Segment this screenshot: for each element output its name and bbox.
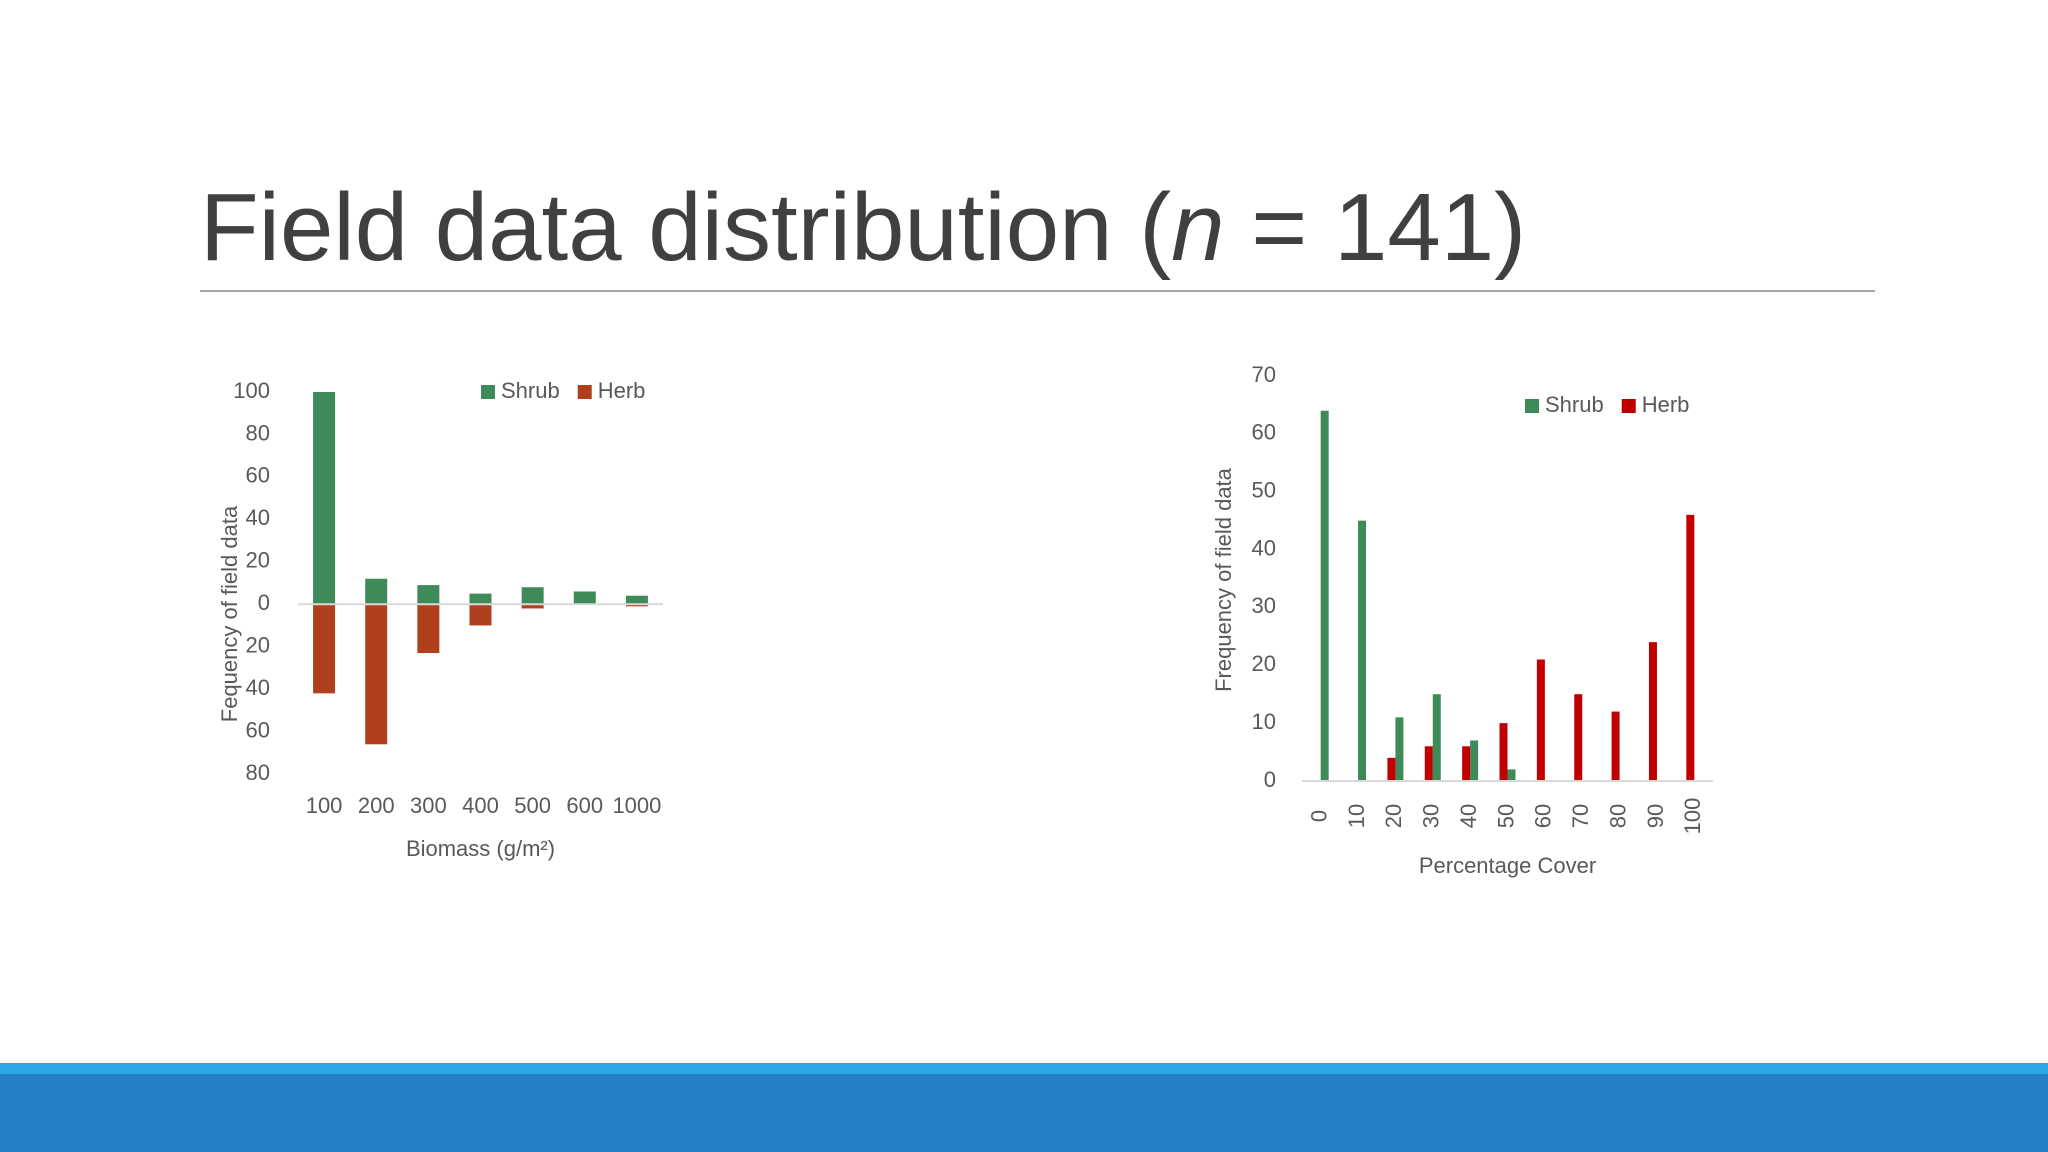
legend-swatch bbox=[481, 385, 495, 399]
x-tick-label: 10 bbox=[1344, 804, 1369, 828]
title-part: n bbox=[1171, 174, 1224, 281]
bar bbox=[365, 578, 388, 605]
bar bbox=[521, 604, 544, 609]
y-tick-label: 50 bbox=[1252, 478, 1276, 503]
bar bbox=[1507, 769, 1516, 781]
legend-label: Herb bbox=[598, 378, 646, 403]
x-tick-label: 300 bbox=[410, 793, 447, 818]
bar bbox=[1387, 757, 1396, 781]
footer-stripe bbox=[0, 1063, 2048, 1074]
y-tick-label: 0 bbox=[258, 590, 270, 615]
y-tick-label: 0 bbox=[1264, 767, 1276, 792]
x-tick-label: 90 bbox=[1643, 804, 1668, 828]
y-tick-label: 40 bbox=[1252, 535, 1276, 560]
x-axis-title: Biomass (g/m²) bbox=[406, 836, 555, 861]
x-tick-label: 40 bbox=[1456, 804, 1481, 828]
bar bbox=[417, 604, 440, 654]
y-tick-label: 70 bbox=[1252, 362, 1276, 387]
bar bbox=[1686, 514, 1695, 781]
y-axis-title: Fequency of field data bbox=[217, 505, 242, 722]
bar bbox=[1424, 746, 1433, 781]
bar bbox=[1358, 520, 1367, 781]
y-tick-label: 80 bbox=[246, 420, 270, 445]
y-tick-label: 20 bbox=[246, 548, 270, 573]
slide-title: Field data distribution (n = 141) bbox=[200, 174, 1526, 281]
bar bbox=[1611, 711, 1620, 781]
bar bbox=[625, 595, 648, 605]
bar bbox=[1536, 659, 1545, 781]
x-tick-label: 200 bbox=[358, 793, 395, 818]
bar bbox=[417, 585, 440, 605]
y-tick-label: 40 bbox=[246, 505, 270, 530]
x-tick-label: 400 bbox=[462, 793, 499, 818]
bar bbox=[625, 604, 648, 607]
bar bbox=[1432, 694, 1441, 781]
x-tick-label: 80 bbox=[1605, 804, 1630, 828]
y-tick-label: 30 bbox=[1252, 593, 1276, 618]
bar bbox=[365, 604, 388, 745]
bar bbox=[1470, 740, 1479, 781]
legend-swatch bbox=[577, 385, 592, 399]
y-tick-label: 20 bbox=[246, 632, 270, 657]
bar bbox=[573, 591, 596, 605]
bar bbox=[313, 392, 336, 605]
x-tick-label: 50 bbox=[1493, 804, 1518, 828]
x-tick-label: 1000 bbox=[612, 793, 661, 818]
y-tick-label: 60 bbox=[246, 463, 270, 488]
bar bbox=[1462, 746, 1471, 781]
x-tick-label: 100 bbox=[306, 793, 343, 818]
bar bbox=[1499, 723, 1508, 781]
title-part: Field data distribution ( bbox=[200, 174, 1171, 281]
bar bbox=[1648, 642, 1657, 781]
y-tick-label: 80 bbox=[246, 760, 270, 785]
x-tick-label: 60 bbox=[1531, 804, 1556, 828]
legend-label: Shrub bbox=[501, 378, 560, 403]
bar bbox=[469, 604, 492, 626]
y-tick-label: 60 bbox=[246, 717, 270, 742]
bar bbox=[469, 593, 492, 605]
bar bbox=[1320, 410, 1329, 781]
y-axis-title: Frequency of field data bbox=[1211, 467, 1236, 692]
y-tick-label: 100 bbox=[233, 378, 270, 403]
y-tick-label: 20 bbox=[1252, 651, 1276, 676]
x-tick-label: 100 bbox=[1680, 798, 1705, 835]
legend-label: Shrub bbox=[1545, 392, 1604, 417]
bar bbox=[1574, 694, 1583, 781]
y-tick-label: 40 bbox=[246, 675, 270, 700]
x-tick-label: 20 bbox=[1381, 804, 1406, 828]
bar bbox=[1395, 717, 1404, 781]
legend-label: Herb bbox=[1642, 392, 1690, 417]
y-tick-label: 10 bbox=[1252, 709, 1276, 734]
footer-band bbox=[0, 1074, 2048, 1152]
legend-swatch bbox=[1525, 399, 1539, 413]
title-part: = 141) bbox=[1225, 174, 1527, 281]
legend-swatch bbox=[1621, 399, 1636, 413]
bar bbox=[313, 604, 336, 694]
x-axis-title: Percentage Cover bbox=[1419, 853, 1596, 878]
x-tick-label: 30 bbox=[1419, 804, 1444, 828]
x-tick-label: 70 bbox=[1568, 804, 1593, 828]
x-tick-label: 500 bbox=[514, 793, 551, 818]
x-tick-label: 600 bbox=[566, 793, 603, 818]
y-tick-label: 60 bbox=[1252, 420, 1276, 445]
bar bbox=[521, 587, 544, 605]
x-tick-label: 0 bbox=[1306, 810, 1331, 822]
